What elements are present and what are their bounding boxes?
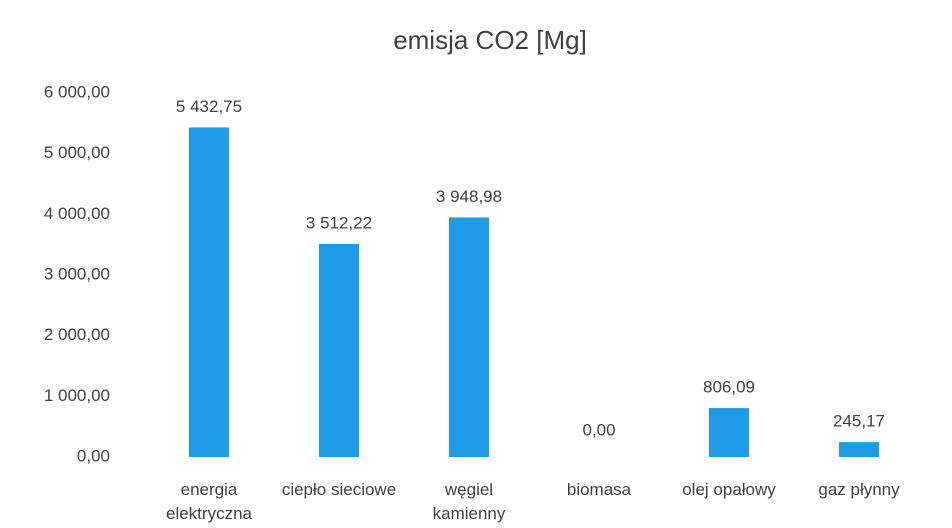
value-label: 245,17 [833,412,885,431]
y-tick-label: 3 000,00 [44,264,110,283]
y-tick-label: 4 000,00 [44,204,110,223]
y-tick-label: 1 000,00 [44,386,110,405]
x-tick-label: olej opałowy [682,480,776,499]
x-tick-label: energia elektryczna [166,480,252,523]
bar [839,442,879,457]
bar [449,217,489,457]
x-tick-label: gaz płynny [818,480,900,499]
y-tick-label: 2 000,00 [44,325,110,344]
value-label: 806,09 [703,378,755,397]
value-label: 3 512,22 [306,213,372,232]
bar [189,127,229,457]
bar [319,243,359,457]
x-tick-label: węgiel kamienny [432,480,506,523]
bar [709,408,749,457]
y-tick-label: 6 000,00 [44,82,110,101]
y-tick-label: 0,00 [77,446,110,465]
value-label: 0,00 [582,420,615,439]
value-label: 5 432,75 [176,97,242,116]
chart-title: emisja CO2 [Mg] [393,25,587,55]
y-tick-label: 5 000,00 [44,143,110,162]
x-tick-label: ciepło sieciowe [281,480,397,499]
x-tick-label: biomasa [566,480,632,499]
value-label: 3 948,98 [436,187,502,206]
